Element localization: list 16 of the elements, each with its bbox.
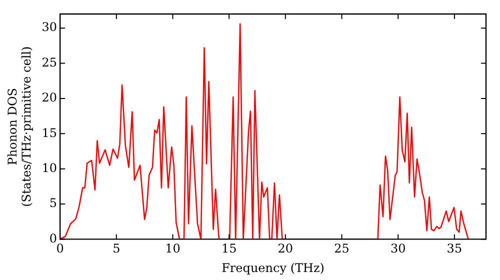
y-tick-label: 15 bbox=[42, 126, 58, 140]
y-tick-label: 5 bbox=[49, 196, 58, 210]
y-tick-label: 30 bbox=[42, 20, 58, 34]
y-tick-label: 10 bbox=[42, 160, 58, 175]
y-axis-title: Phonon DOS (States/THz·primitive cell) bbox=[5, 46, 34, 207]
y-tick-label: 20 bbox=[42, 90, 58, 105]
x-tick-label: 30 bbox=[390, 242, 406, 256]
x-tick-label: 10 bbox=[165, 242, 180, 256]
y-tick-label: 0 bbox=[49, 231, 58, 246]
x-axis-title: Frequency (THz) bbox=[222, 260, 324, 275]
x-tick-label: 20 bbox=[278, 242, 294, 256]
x-tick-label: 5 bbox=[112, 242, 120, 256]
x-tick-label: 35 bbox=[446, 242, 462, 256]
x-tick-label: 25 bbox=[334, 242, 350, 256]
y-tick-label: 25 bbox=[42, 55, 58, 70]
x-tick-label: 15 bbox=[221, 242, 237, 256]
